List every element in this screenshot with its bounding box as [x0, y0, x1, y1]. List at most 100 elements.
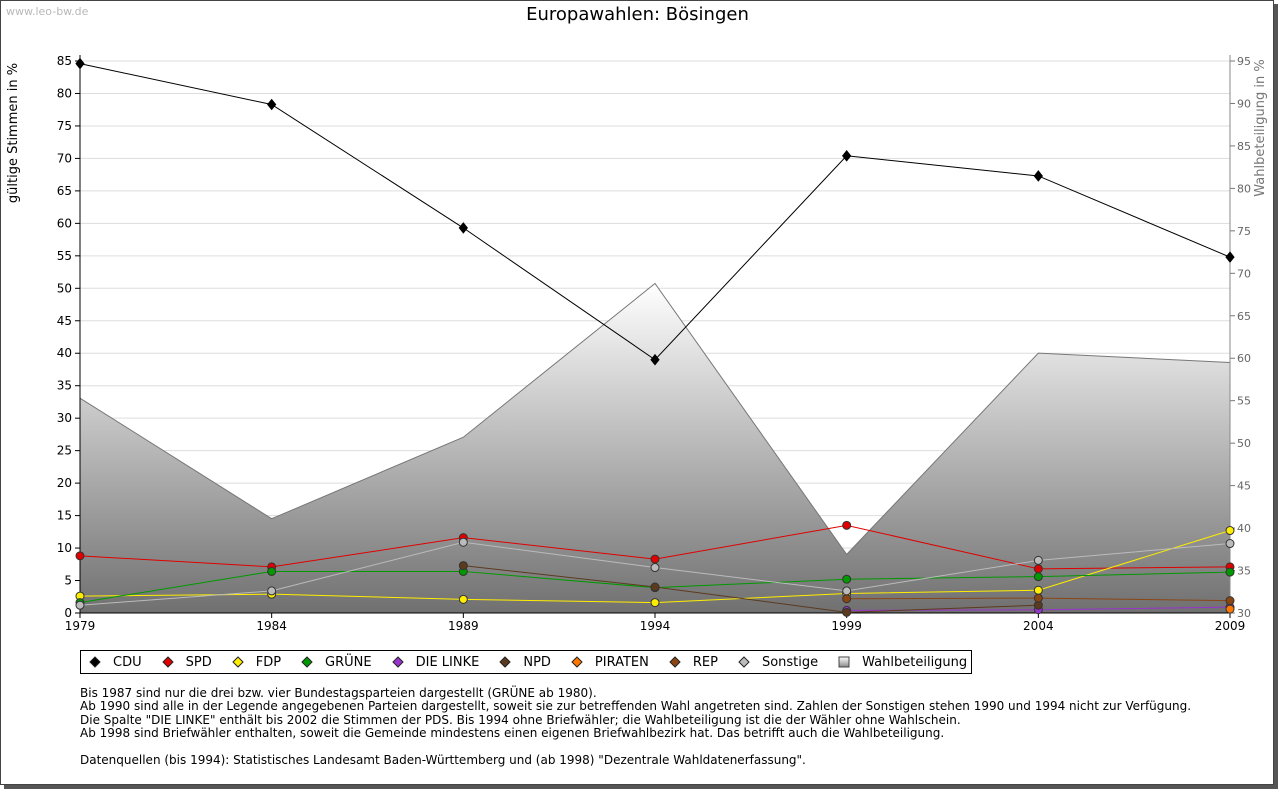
- y-tick-label: 15: [57, 509, 72, 523]
- data-point-grüne: [1225, 567, 1235, 577]
- y-tick-label: 10: [57, 541, 72, 555]
- data-point-sonstige: [1225, 539, 1235, 549]
- y-tick-label: 85: [57, 54, 72, 68]
- data-point-spd: [75, 551, 85, 561]
- data-point-sonstige: [842, 586, 852, 596]
- chart-plot: 0 5 10 15 20 25 30 35 40 45 50 55 60 65 70 75 80 85 30 35 40…: [6, 54, 1268, 633]
- legend-diamond-icon: [89, 656, 101, 668]
- legend-item: Sonstige: [738, 655, 818, 670]
- y2-tick-label: 90: [1237, 97, 1251, 110]
- note-line: Ab 1998 sind Briefwähler enthalten, sowe…: [80, 726, 945, 741]
- x-tick-label: 2009: [1215, 619, 1246, 633]
- data-point-cdu: [458, 222, 468, 234]
- data-point-cdu: [650, 353, 660, 366]
- x-tick-label: 2004: [1023, 619, 1054, 633]
- note-line: Die Spalte "DIE LINKE" enthält bis 2002 …: [80, 712, 961, 727]
- data-point-rep: [1033, 593, 1043, 603]
- legend-label: REP: [692, 654, 718, 670]
- y2-tick-label: 65: [1237, 310, 1251, 323]
- y-tick-label: 0: [64, 606, 72, 620]
- data-point-spd: [842, 520, 852, 530]
- y2-tick-label: 55: [1237, 395, 1251, 408]
- data-point-cdu: [267, 98, 277, 111]
- y2-tick-label: 30: [1237, 607, 1251, 620]
- legend-item: GRÜNE: [301, 655, 372, 670]
- legend-diamond-icon: [301, 656, 313, 668]
- series-line-npd: [463, 565, 1039, 613]
- legend-item: REP: [669, 655, 718, 670]
- legend-label: PIRATEN: [594, 654, 649, 670]
- data-point-rep: [1225, 596, 1235, 606]
- data-point-grüne: [267, 566, 277, 576]
- legend-diamond-icon: [669, 656, 681, 668]
- y-tick-label: 75: [57, 119, 72, 133]
- y2-tick-label: 80: [1237, 182, 1251, 195]
- data-point-sonstige: [458, 537, 468, 547]
- data-point-spd: [650, 554, 660, 564]
- y-tick-label: 35: [57, 379, 72, 393]
- data-point-npd: [842, 607, 852, 617]
- legend-item: CDU: [89, 655, 142, 670]
- y2-tick-label: 75: [1237, 225, 1251, 238]
- legend-item: NPD: [499, 655, 551, 670]
- area-wahlbeteiligung: [80, 283, 1230, 613]
- x-tick-label: 1994: [640, 619, 671, 633]
- data-point-npd: [458, 561, 468, 571]
- data-point-fdp: [458, 594, 468, 604]
- legend: CDU SPD FDP GRÜNE DIE LINKE NPD PIRATEN REP Sons…: [80, 650, 973, 674]
- y-tick-label: 30: [57, 411, 72, 425]
- y2-tick-label: 70: [1237, 267, 1251, 280]
- y2-axis-title: Wahlbeteiligung in %: [1253, 59, 1268, 196]
- y2-tick-label: 85: [1237, 140, 1251, 153]
- y-tick-label: 5: [64, 574, 72, 588]
- legend-diamond-icon: [391, 656, 404, 668]
- footnotes: Bis 1987 sind nur die drei bzw. vier Bun…: [80, 686, 1191, 768]
- data-point-fdp: [1225, 526, 1235, 536]
- legend-label: Wahlbeteiligung: [862, 654, 968, 670]
- x-tick-label: 1984: [256, 619, 287, 633]
- y2-tick-label: 60: [1237, 352, 1251, 365]
- legend-label: FDP: [255, 654, 282, 670]
- legend-label: Sonstige: [761, 654, 819, 670]
- legend-label: SPD: [185, 654, 212, 670]
- data-point-npd: [650, 582, 660, 592]
- y2-tick-label: 50: [1237, 437, 1251, 450]
- watermark: www.leo-bw.de: [6, 5, 89, 18]
- legend-label: CDU: [113, 654, 142, 670]
- data-point-sonstige: [650, 563, 660, 573]
- legend-item: SPD: [161, 654, 212, 670]
- y-tick-label: 40: [57, 346, 72, 360]
- data-point-spd: [1033, 564, 1043, 574]
- y-tick-label: 45: [57, 314, 72, 328]
- note-line: Datenquellen (bis 1994): Statistisches L…: [80, 753, 806, 768]
- y2-tick-label: 45: [1237, 480, 1251, 493]
- legend-label: NPD: [523, 654, 551, 670]
- x-tick-label: 1979: [65, 619, 96, 633]
- y2-tick-label: 40: [1237, 522, 1251, 535]
- data-point-rep: [842, 594, 852, 604]
- data-point-cdu: [1033, 170, 1043, 182]
- y-tick-label: 55: [57, 249, 72, 263]
- y-tick-label: 50: [57, 281, 72, 295]
- y-tick-label: 60: [57, 216, 72, 230]
- y-axis-title: gültige Stimmen in %: [6, 63, 21, 203]
- legend-diamond-icon: [738, 656, 750, 668]
- data-point-grüne: [842, 574, 852, 584]
- y-tick-label: 20: [57, 476, 72, 490]
- legend-square-icon: [838, 656, 850, 668]
- data-point-sonstige: [267, 586, 277, 596]
- legend-diamond-icon: [161, 656, 174, 668]
- data-point-cdu: [75, 57, 85, 70]
- legend-diamond-icon: [232, 656, 244, 668]
- data-point-sonstige: [1033, 555, 1043, 565]
- y-tick-label: 65: [57, 184, 72, 198]
- data-point-grüne: [1033, 572, 1043, 582]
- data-point-fdp: [650, 598, 660, 608]
- data-point-cdu: [1225, 251, 1235, 263]
- legend-label: DIE LINKE: [415, 654, 480, 670]
- y-tick-label: 25: [57, 444, 72, 458]
- legend-item: DIE LINKE: [391, 654, 480, 670]
- y2-tick-label: 35: [1237, 565, 1251, 578]
- data-point-sonstige: [75, 600, 85, 610]
- note-line: Bis 1987 sind nur die drei bzw. vier Bun…: [80, 686, 597, 700]
